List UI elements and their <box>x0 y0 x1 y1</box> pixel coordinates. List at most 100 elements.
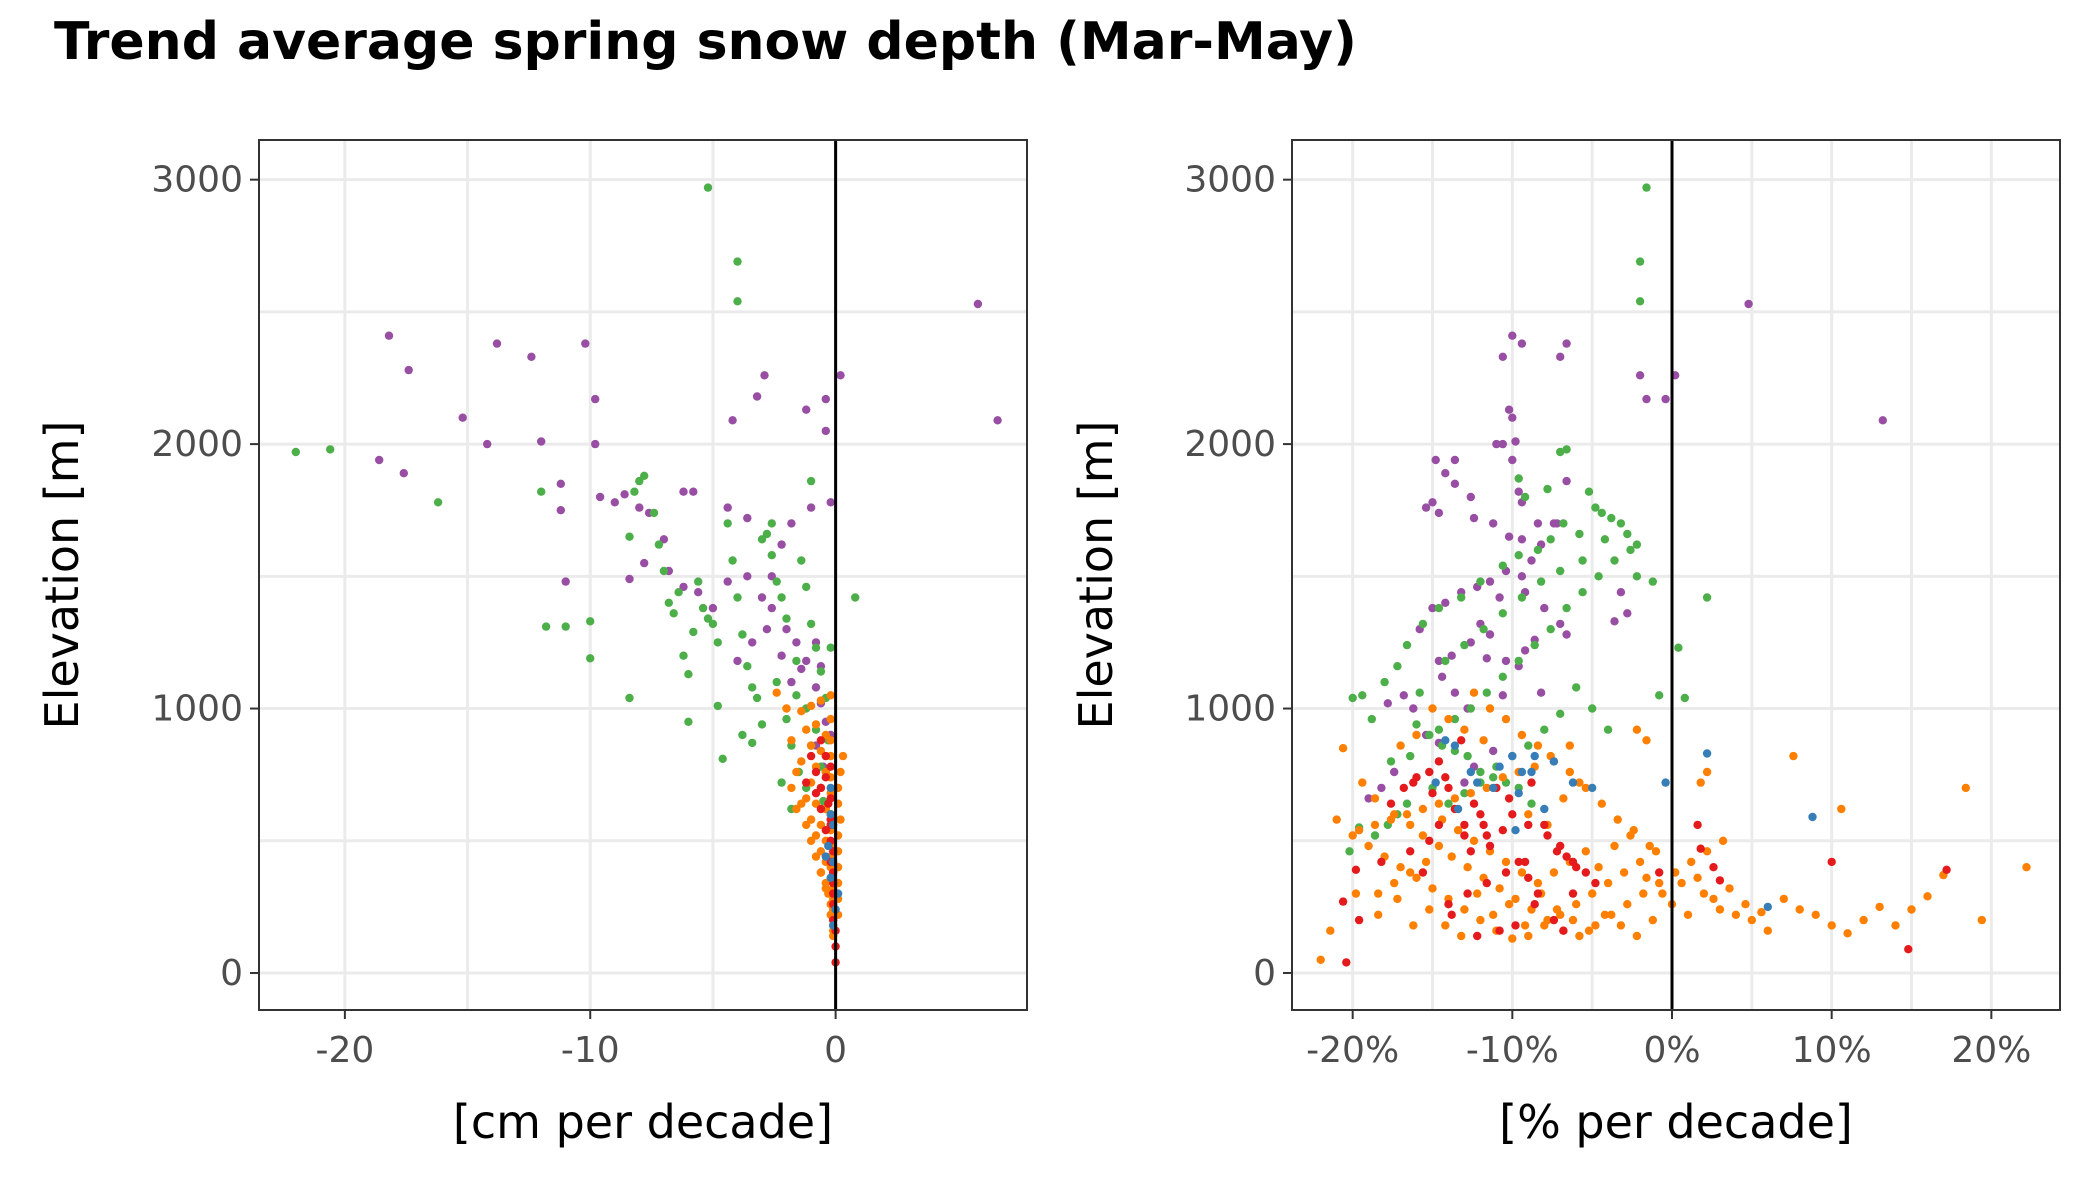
data-point <box>1789 751 1798 761</box>
data-point <box>1508 331 1517 340</box>
data-point <box>625 574 634 584</box>
data-point <box>1386 757 1396 766</box>
data-point <box>1482 688 1492 697</box>
data-point <box>1591 921 1600 930</box>
x-tick-label: 0% <box>1643 1030 1700 1071</box>
data-point <box>782 625 791 634</box>
data-point <box>1552 905 1562 914</box>
data-point <box>620 490 629 499</box>
data-point <box>1524 931 1533 941</box>
data-point <box>1412 730 1421 740</box>
panel-border <box>258 139 1028 1011</box>
data-point <box>708 603 718 613</box>
data-point <box>1425 905 1434 914</box>
data-point <box>1511 921 1520 930</box>
data-point <box>1527 778 1536 787</box>
data-point <box>1556 619 1565 629</box>
data-point <box>1386 799 1396 808</box>
data-point <box>1409 921 1418 930</box>
data-point <box>1367 714 1377 724</box>
data-point <box>802 656 811 666</box>
data-point <box>1693 820 1702 830</box>
data-point <box>1482 654 1492 663</box>
data-point <box>1489 910 1498 919</box>
data-point <box>1450 794 1460 803</box>
data-point <box>811 789 821 798</box>
data-point <box>595 492 605 502</box>
data-point <box>821 394 830 404</box>
data-point <box>1482 783 1492 793</box>
data-point <box>1556 352 1565 361</box>
data-point <box>1498 773 1508 782</box>
data-point <box>718 754 727 763</box>
data-point <box>586 617 595 626</box>
data-point <box>748 738 757 748</box>
data-point <box>1530 900 1539 909</box>
data-point <box>1434 656 1444 666</box>
data-point <box>816 804 826 814</box>
series-5 <box>821 783 843 930</box>
data-point <box>1552 519 1562 528</box>
data-point <box>492 339 502 348</box>
data-point <box>1434 757 1444 766</box>
data-point <box>821 751 830 761</box>
data-point <box>1441 736 1450 745</box>
data-point <box>824 841 833 851</box>
data-point <box>1578 588 1587 597</box>
data-point <box>684 670 693 679</box>
data-point <box>1623 529 1632 539</box>
data-point <box>816 736 826 745</box>
data-point <box>816 696 826 705</box>
data-point <box>556 506 565 515</box>
data-point <box>1556 566 1565 576</box>
data-point <box>1702 593 1712 602</box>
data-point <box>1374 910 1383 919</box>
data-point <box>1425 730 1434 740</box>
data-point <box>797 757 806 766</box>
data-point <box>1572 900 1581 909</box>
data-point <box>1399 783 1409 793</box>
data-point <box>1533 878 1543 888</box>
data-point <box>1425 836 1434 845</box>
data-point <box>1495 884 1504 893</box>
data-point <box>1498 609 1508 618</box>
data-point <box>630 487 639 496</box>
data-point <box>1412 720 1421 729</box>
data-point <box>1603 878 1613 888</box>
data-point <box>1591 878 1600 888</box>
data-point <box>679 651 688 660</box>
data-point <box>1616 588 1626 597</box>
x-tick-label: -10% <box>1466 1030 1559 1071</box>
data-point <box>802 582 811 592</box>
data-point <box>1648 915 1658 925</box>
data-point <box>1642 736 1651 745</box>
data-point <box>1597 508 1607 518</box>
data-point <box>1543 484 1552 494</box>
data-point <box>733 257 742 266</box>
data-point <box>816 847 826 856</box>
data-point <box>1581 847 1591 856</box>
data-point <box>802 820 811 830</box>
data-point <box>1524 741 1533 750</box>
data-point <box>792 691 801 700</box>
data-point <box>1623 900 1632 909</box>
data-point <box>1338 744 1348 753</box>
data-point <box>1377 857 1386 867</box>
data-point <box>1498 826 1508 835</box>
data-point <box>1428 789 1437 798</box>
data-point <box>1655 691 1664 700</box>
data-point <box>1568 889 1578 898</box>
data-point <box>1457 931 1466 941</box>
data-point <box>1556 447 1565 457</box>
data-point <box>1693 873 1702 882</box>
data-point <box>649 508 659 518</box>
data-point <box>1447 651 1456 660</box>
data-point <box>694 577 703 586</box>
data-point <box>684 717 693 726</box>
data-point <box>1613 815 1622 824</box>
data-point <box>1594 572 1603 581</box>
data-point <box>1923 892 1932 901</box>
data-point <box>1568 915 1578 925</box>
chart-title: Trend average spring snow depth (Mar-May… <box>54 12 1357 72</box>
data-point <box>1504 405 1514 414</box>
